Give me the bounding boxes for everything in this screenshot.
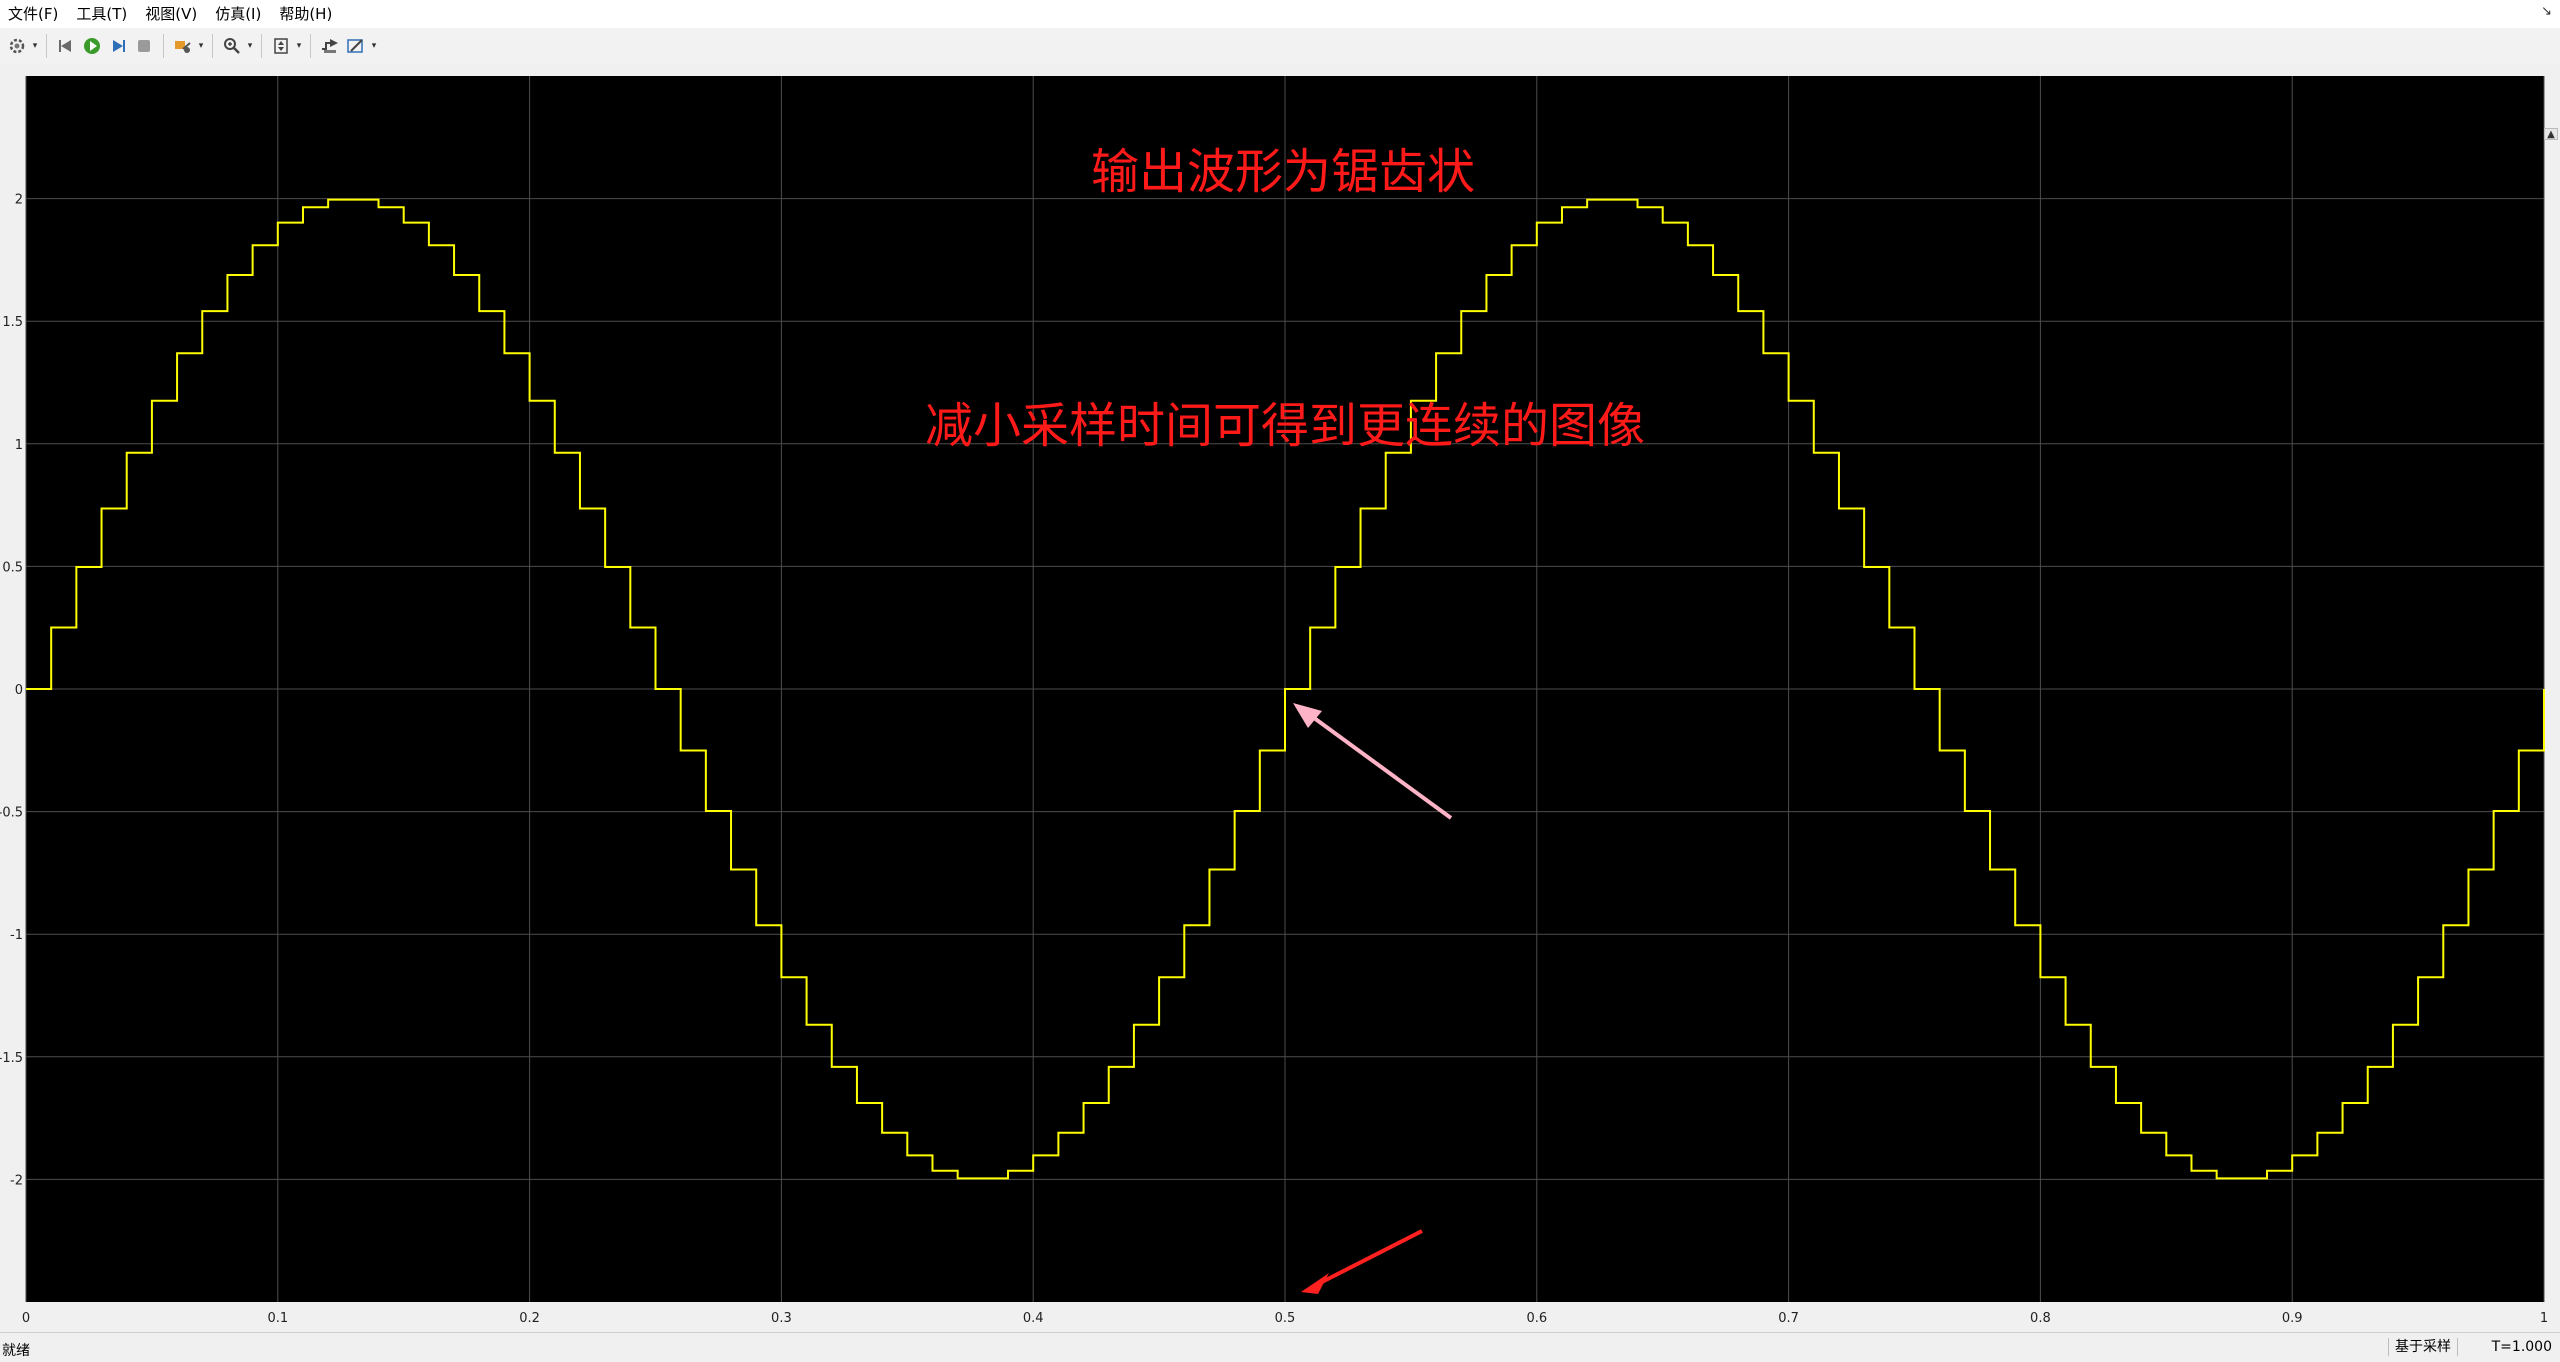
y-tick-label: 0.5 bbox=[2, 560, 23, 575]
x-tick-label: 0.7 bbox=[1778, 1311, 1799, 1326]
status-ready: 就绪 bbox=[2, 1343, 30, 1359]
y-tick-label: 2 bbox=[15, 193, 23, 208]
annotation-text-1: 输出波形为锯齿状 bbox=[1091, 144, 1475, 200]
y-tick-label: 1 bbox=[15, 438, 23, 453]
y-tick-label: -1.5 bbox=[0, 1051, 23, 1066]
x-tick-labels: 0 0.1 0.2 0.3 0.4 0.5 0.6 0.7 0.8 0.9 1 bbox=[22, 1311, 2548, 1326]
highlight-icon[interactable] bbox=[170, 33, 196, 59]
scroll-up-icon[interactable]: ▲ bbox=[2544, 128, 2558, 140]
y-tick-labels: -2 -1.5 -1 -0.5 0 0.5 1 1.5 2 bbox=[0, 193, 23, 1189]
menu-file[interactable]: 文件(F) bbox=[8, 5, 59, 23]
status-bar: 就绪 基于采样 T=1.000 bbox=[0, 1332, 2560, 1362]
menu-tools[interactable]: 工具(T) bbox=[76, 5, 128, 23]
menu-view[interactable]: 视图(V) bbox=[145, 5, 198, 23]
fit-to-view-icon[interactable] bbox=[268, 33, 294, 59]
chevron-down-icon[interactable]: ▾ bbox=[247, 41, 253, 51]
arrow-red bbox=[1301, 1229, 1423, 1294]
signal-trace bbox=[26, 198, 2545, 1180]
y-tick-label: -2 bbox=[10, 1173, 23, 1188]
zoom-icon[interactable] bbox=[219, 33, 245, 59]
arrow-pink bbox=[1293, 703, 1453, 820]
chevron-down-icon[interactable]: ▾ bbox=[371, 41, 377, 51]
y-tick-label: -1 bbox=[10, 928, 23, 943]
annotation-text-2: 减小采样时间可得到更连续的图像 bbox=[925, 398, 1645, 454]
menu-help[interactable]: 帮助(H) bbox=[279, 5, 333, 23]
step-back-icon[interactable] bbox=[53, 33, 79, 59]
step-forward-icon[interactable] bbox=[105, 33, 131, 59]
x-tick-label: 0.9 bbox=[2282, 1311, 2303, 1326]
y-tick-label: 1.5 bbox=[2, 315, 23, 330]
signal-select-icon[interactable] bbox=[317, 33, 343, 59]
scope-plot: -2 -1.5 -1 -0.5 0 0.5 1 1.5 2 0 0.1 0.2 0.3 0.4 0.5 0.… bbox=[0, 76, 2548, 1326]
x-tick-label: 0.2 bbox=[519, 1311, 540, 1326]
toolbar: ▾ ▾ ▾ ▾ ▾ bbox=[0, 28, 2560, 65]
chevron-down-icon[interactable]: ▾ bbox=[198, 41, 204, 51]
x-tick-label: 1 bbox=[2540, 1311, 2548, 1326]
x-tick-label: 0.3 bbox=[771, 1311, 792, 1326]
y-tick-label: 0 bbox=[15, 683, 23, 698]
x-tick-label: 0.1 bbox=[267, 1311, 288, 1326]
status-time: T=1.000 bbox=[2491, 1339, 2552, 1355]
x-tick-label: 0.6 bbox=[1526, 1311, 1547, 1326]
grid-lines bbox=[25, 76, 2545, 1302]
chevron-down-icon[interactable]: ▾ bbox=[32, 41, 38, 51]
toolbar-divider bbox=[46, 34, 47, 58]
x-tick-label: 0.5 bbox=[1275, 1311, 1296, 1326]
toolbar-divider bbox=[310, 34, 311, 58]
menu-simulation[interactable]: 仿真(I) bbox=[215, 5, 262, 23]
x-tick-label: 0.8 bbox=[2030, 1311, 2051, 1326]
edit-style-icon[interactable] bbox=[343, 33, 369, 59]
y-tick-label: -0.5 bbox=[0, 806, 23, 821]
x-tick-label: 0.4 bbox=[1023, 1311, 1044, 1326]
menu-bar: 文件(F) 工具(T) 视图(V) 仿真(I) 帮助(H) ↘ bbox=[0, 0, 2560, 28]
stop-icon[interactable] bbox=[131, 33, 157, 59]
toolbar-divider bbox=[261, 34, 262, 58]
scope-display: -2 -1.5 -1 -0.5 0 0.5 1 1.5 2 0 0.1 0.2 0.3 0.4 0.5 0.… bbox=[0, 64, 2560, 1332]
toolbar-divider bbox=[163, 34, 164, 58]
undock-icon[interactable]: ↘ bbox=[2541, 4, 2552, 19]
x-tick-label: 0 bbox=[22, 1311, 30, 1326]
run-icon[interactable] bbox=[79, 33, 105, 59]
chevron-down-icon[interactable]: ▾ bbox=[296, 41, 302, 51]
status-mode: 基于采样 bbox=[2388, 1338, 2458, 1356]
toolbar-divider bbox=[212, 34, 213, 58]
gear-icon[interactable] bbox=[4, 33, 30, 59]
